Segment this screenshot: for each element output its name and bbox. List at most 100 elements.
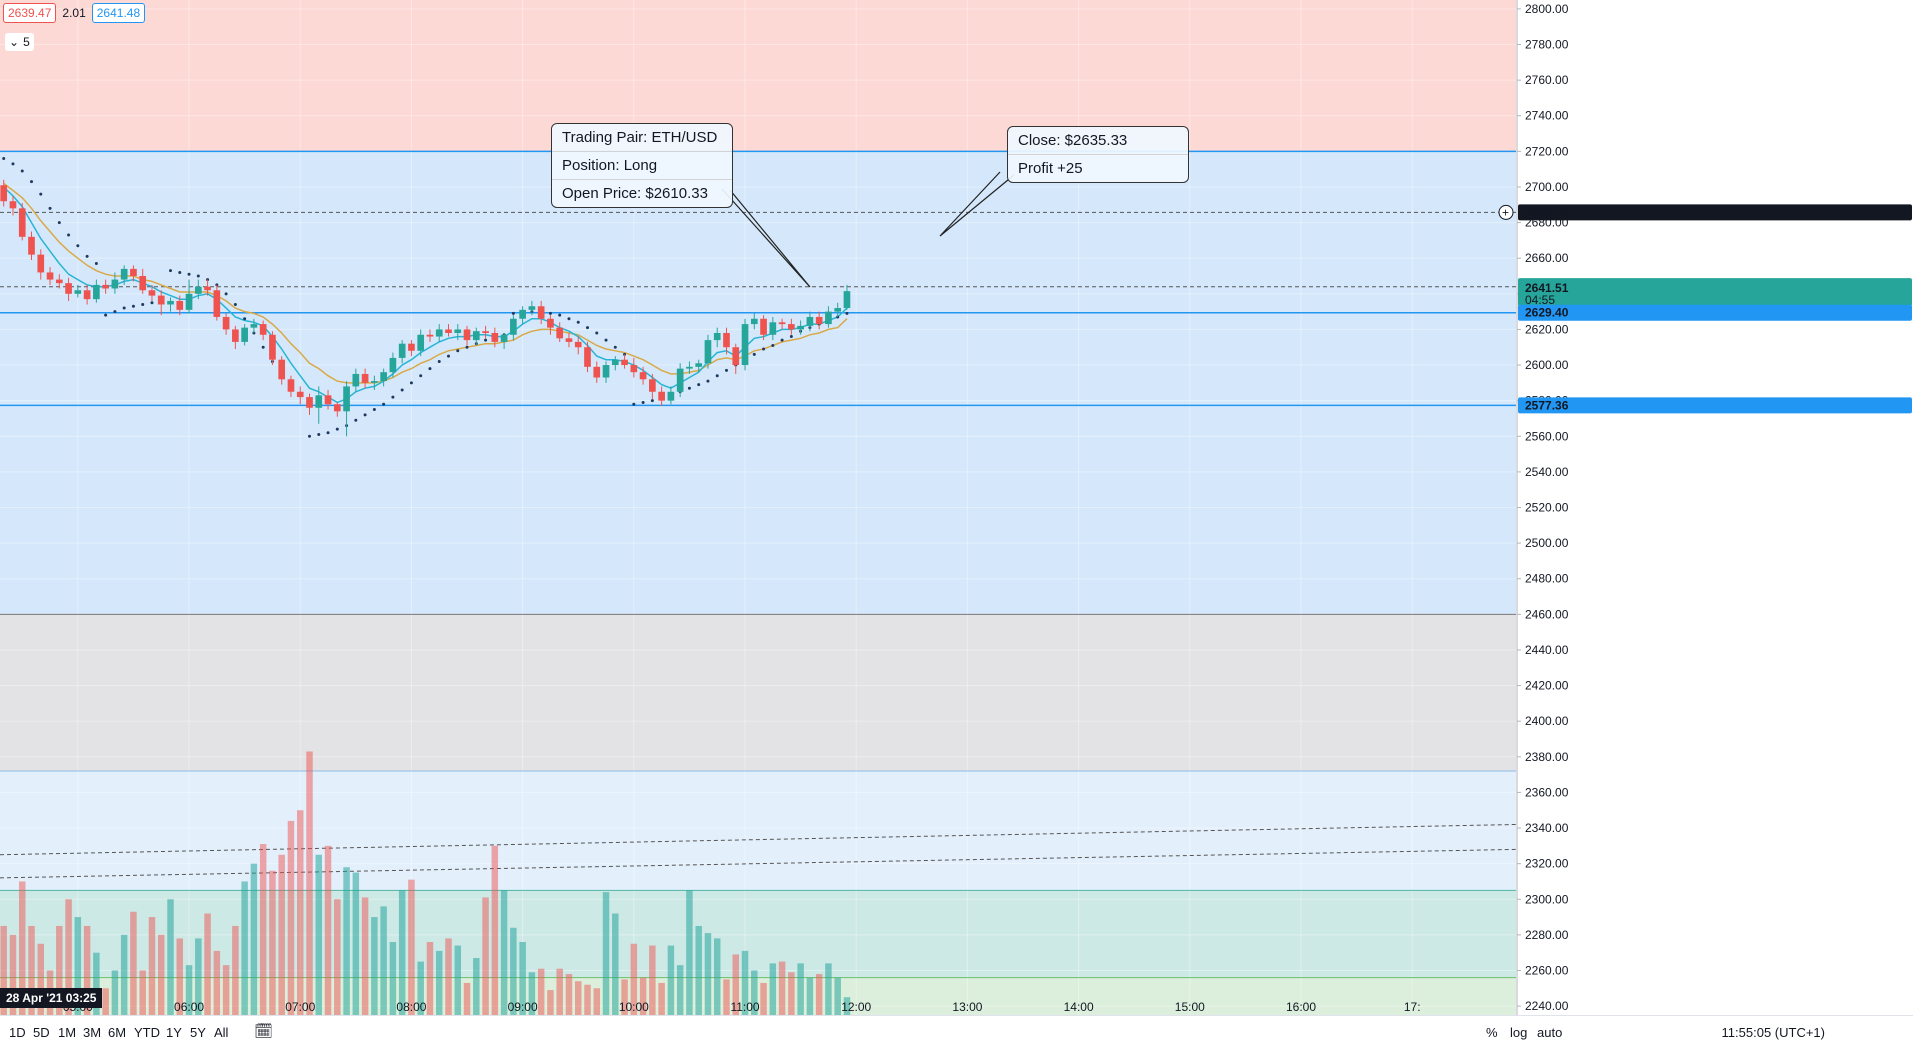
timeframe-all[interactable]: All <box>214 1025 229 1040</box>
candle-body <box>398 343 406 358</box>
volume-bar <box>74 917 82 1015</box>
volume-bar <box>630 943 638 1015</box>
volume-bar <box>528 972 536 1015</box>
candle-body <box>148 290 156 296</box>
psar-dot <box>233 303 237 306</box>
candle-body <box>621 359 628 366</box>
psar-dot <box>317 432 321 436</box>
psar-dot <box>85 254 89 258</box>
volume-bar <box>565 974 573 1015</box>
ask-price-button[interactable]: 2641.48 <box>91 3 146 23</box>
candle-body <box>389 357 397 373</box>
timeframe-3m[interactable]: 3M <box>83 1025 102 1040</box>
time-tick-label: 07:00 <box>285 1000 315 1014</box>
candle-body <box>324 395 332 405</box>
candle-body <box>760 318 767 335</box>
upper-line-price-tag: 2629.40 <box>1525 306 1569 320</box>
psar-dot <box>446 354 450 358</box>
price-axis[interactable]: 2800.00 2780.00 2760.00 2740.00 2720.00 2700.… <box>1516 0 1913 1015</box>
psar-dot <box>558 313 562 317</box>
candle-body <box>37 254 45 273</box>
clock-timezone[interactable]: 11:55:05 (UTC+1) <box>1721 1025 1825 1040</box>
candle-body <box>46 272 54 280</box>
candle-body <box>417 334 425 351</box>
volume-bar <box>806 977 814 1015</box>
volume-bar <box>93 952 100 1015</box>
candle-body <box>167 300 174 305</box>
candle-body <box>565 338 573 342</box>
timeframe-1d[interactable]: 1D <box>9 1025 26 1040</box>
candle-body <box>0 185 8 202</box>
candle-body <box>797 325 804 330</box>
psar-dot <box>94 262 98 266</box>
price-tick-label: 2280.00 <box>1525 928 1569 942</box>
candle-body <box>630 365 638 373</box>
psar-dot <box>548 311 552 315</box>
candle-body <box>111 279 119 289</box>
psar-dot <box>650 399 654 403</box>
price-tick-label: 2460.00 <box>1525 607 1569 621</box>
candle-body <box>732 347 740 366</box>
volume-bar <box>815 974 823 1015</box>
volume-bar <box>250 863 258 1015</box>
crosshair-price-tag: 2685.72 <box>1525 205 1569 219</box>
time-tick-label: 12:00 <box>841 1000 871 1014</box>
timeframe-1m[interactable]: 1M <box>58 1025 77 1040</box>
calendar-range-icon[interactable]: 🗓 <box>254 1023 274 1040</box>
volume-bar <box>686 890 693 1015</box>
time-tick-label: 11:00 <box>730 1000 759 1014</box>
candle-body <box>667 391 675 401</box>
candle-body <box>65 283 72 294</box>
profit-text: Profit +25 <box>1018 160 1083 177</box>
psar-dot <box>604 338 608 342</box>
candle-body <box>463 329 471 341</box>
close-position-popup: Close: $2635.33 Profit +25 <box>1007 126 1189 183</box>
price-tick-label: 2600.00 <box>1525 358 1569 372</box>
psar-dot <box>428 367 432 371</box>
volume-bar <box>269 870 276 1015</box>
psar-dot <box>141 303 145 306</box>
volume-bar <box>649 945 656 1015</box>
price-tick-label: 2400.00 <box>1525 714 1569 728</box>
psar-dot <box>613 345 617 349</box>
interval-button[interactable]: ⌄ 5 <box>5 33 34 51</box>
log-toggle[interactable]: log <box>1510 1025 1528 1040</box>
candle-body <box>232 329 239 342</box>
price-tick-label: 2500.00 <box>1525 536 1569 550</box>
time-tick-label: 09:00 <box>508 1000 538 1014</box>
psar-dot <box>484 338 488 342</box>
timeframe-6m[interactable]: 6M <box>108 1025 127 1040</box>
candle-body <box>157 295 165 305</box>
price-tick-label: 2720.00 <box>1525 144 1569 158</box>
volume-bar <box>213 950 221 1015</box>
candle-body <box>611 359 619 366</box>
percent-toggle[interactable]: % <box>1486 1025 1498 1040</box>
timeframe-5d[interactable]: 5D <box>33 1025 50 1040</box>
volume-bar <box>695 925 702 1015</box>
psar-dot <box>409 381 413 385</box>
last-price-tag: 2641.51 <box>1525 281 1569 295</box>
timeframe-ytd[interactable]: YTD <box>134 1025 160 1040</box>
volume-bar <box>139 970 146 1015</box>
volume-bar <box>204 913 211 1015</box>
volume-bar <box>426 941 434 1015</box>
volume-bar <box>380 906 387 1015</box>
volume-bar <box>0 925 7 1015</box>
price-tick-label: 2320.00 <box>1525 857 1569 871</box>
volume-bar <box>704 933 712 1015</box>
psar-dot <box>261 345 265 349</box>
plus-icon: + <box>1502 205 1509 219</box>
volume-bar <box>769 963 777 1015</box>
psar-dot <box>30 180 34 184</box>
volume-bar <box>18 881 26 1015</box>
auto-toggle[interactable]: auto <box>1537 1025 1563 1040</box>
volume-bar <box>324 845 332 1015</box>
timeframe-5y[interactable]: 5Y <box>190 1025 206 1040</box>
volume-bar <box>797 963 804 1015</box>
volume-bar <box>593 988 601 1015</box>
bid-price-button[interactable]: 2639.47 <box>3 3 57 23</box>
psar-dot <box>845 311 849 315</box>
timeframe-1y[interactable]: 1Y <box>166 1025 182 1040</box>
